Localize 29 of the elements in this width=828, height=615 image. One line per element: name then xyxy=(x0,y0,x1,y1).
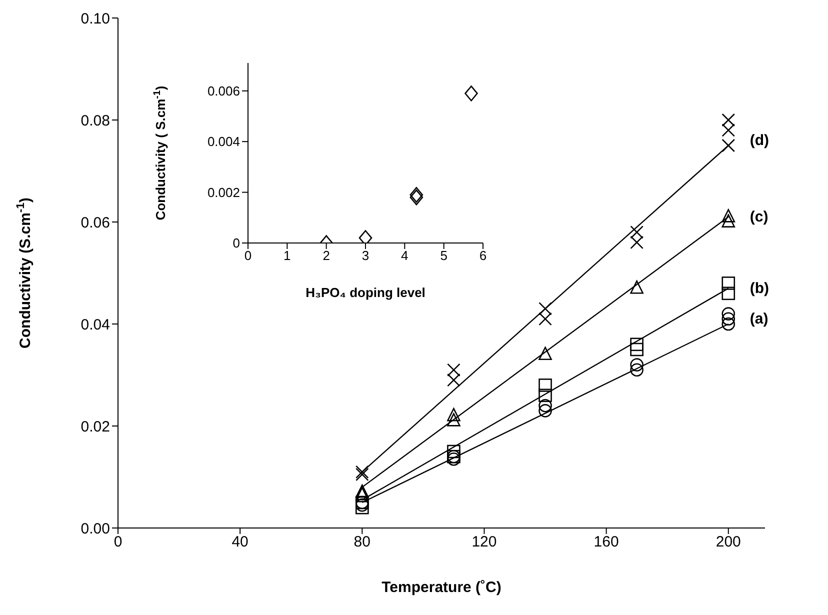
x-tick-label: 3 xyxy=(362,248,370,264)
x-axis-title: H₃PO₄ doping level xyxy=(306,285,426,300)
x-tick-label: 1 xyxy=(284,248,291,264)
y-tick-label: 0.002 xyxy=(207,184,240,200)
x-tick-label: 40 xyxy=(232,534,248,551)
series-label: (c) xyxy=(750,208,768,226)
x-tick-label: 4 xyxy=(401,248,408,264)
x-tick-label: 2 xyxy=(322,248,330,264)
x-axis-title: Temperature (˚C) xyxy=(382,579,502,596)
series-label: (b) xyxy=(750,280,770,297)
y-tick-label: 0.02 xyxy=(80,418,110,436)
x-tick-label: 5 xyxy=(440,248,448,264)
y-tick-label: 0.006 xyxy=(207,84,240,98)
y-tick-label: 0.06 xyxy=(80,214,110,232)
x-tick-label: 200 xyxy=(716,534,741,551)
y-tick-label: 0.00 xyxy=(80,520,110,538)
y-tick-label: 0 xyxy=(232,236,240,251)
x-tick-label: 120 xyxy=(472,534,497,551)
y-tick-label: 0.08 xyxy=(80,112,110,130)
series-label: (d) xyxy=(750,132,770,149)
x-tick-label: 80 xyxy=(354,534,370,551)
x-tick-label: 0 xyxy=(244,248,252,264)
x-tick-label: 6 xyxy=(479,248,487,264)
y-tick-label: 0.10 xyxy=(80,10,110,28)
x-tick-label: 0 xyxy=(114,534,122,551)
x-tick-label: 160 xyxy=(594,534,619,551)
y-tick-label: 0.004 xyxy=(207,134,240,150)
y-tick-label: 0.04 xyxy=(80,316,110,334)
series-label: (a) xyxy=(750,310,768,328)
